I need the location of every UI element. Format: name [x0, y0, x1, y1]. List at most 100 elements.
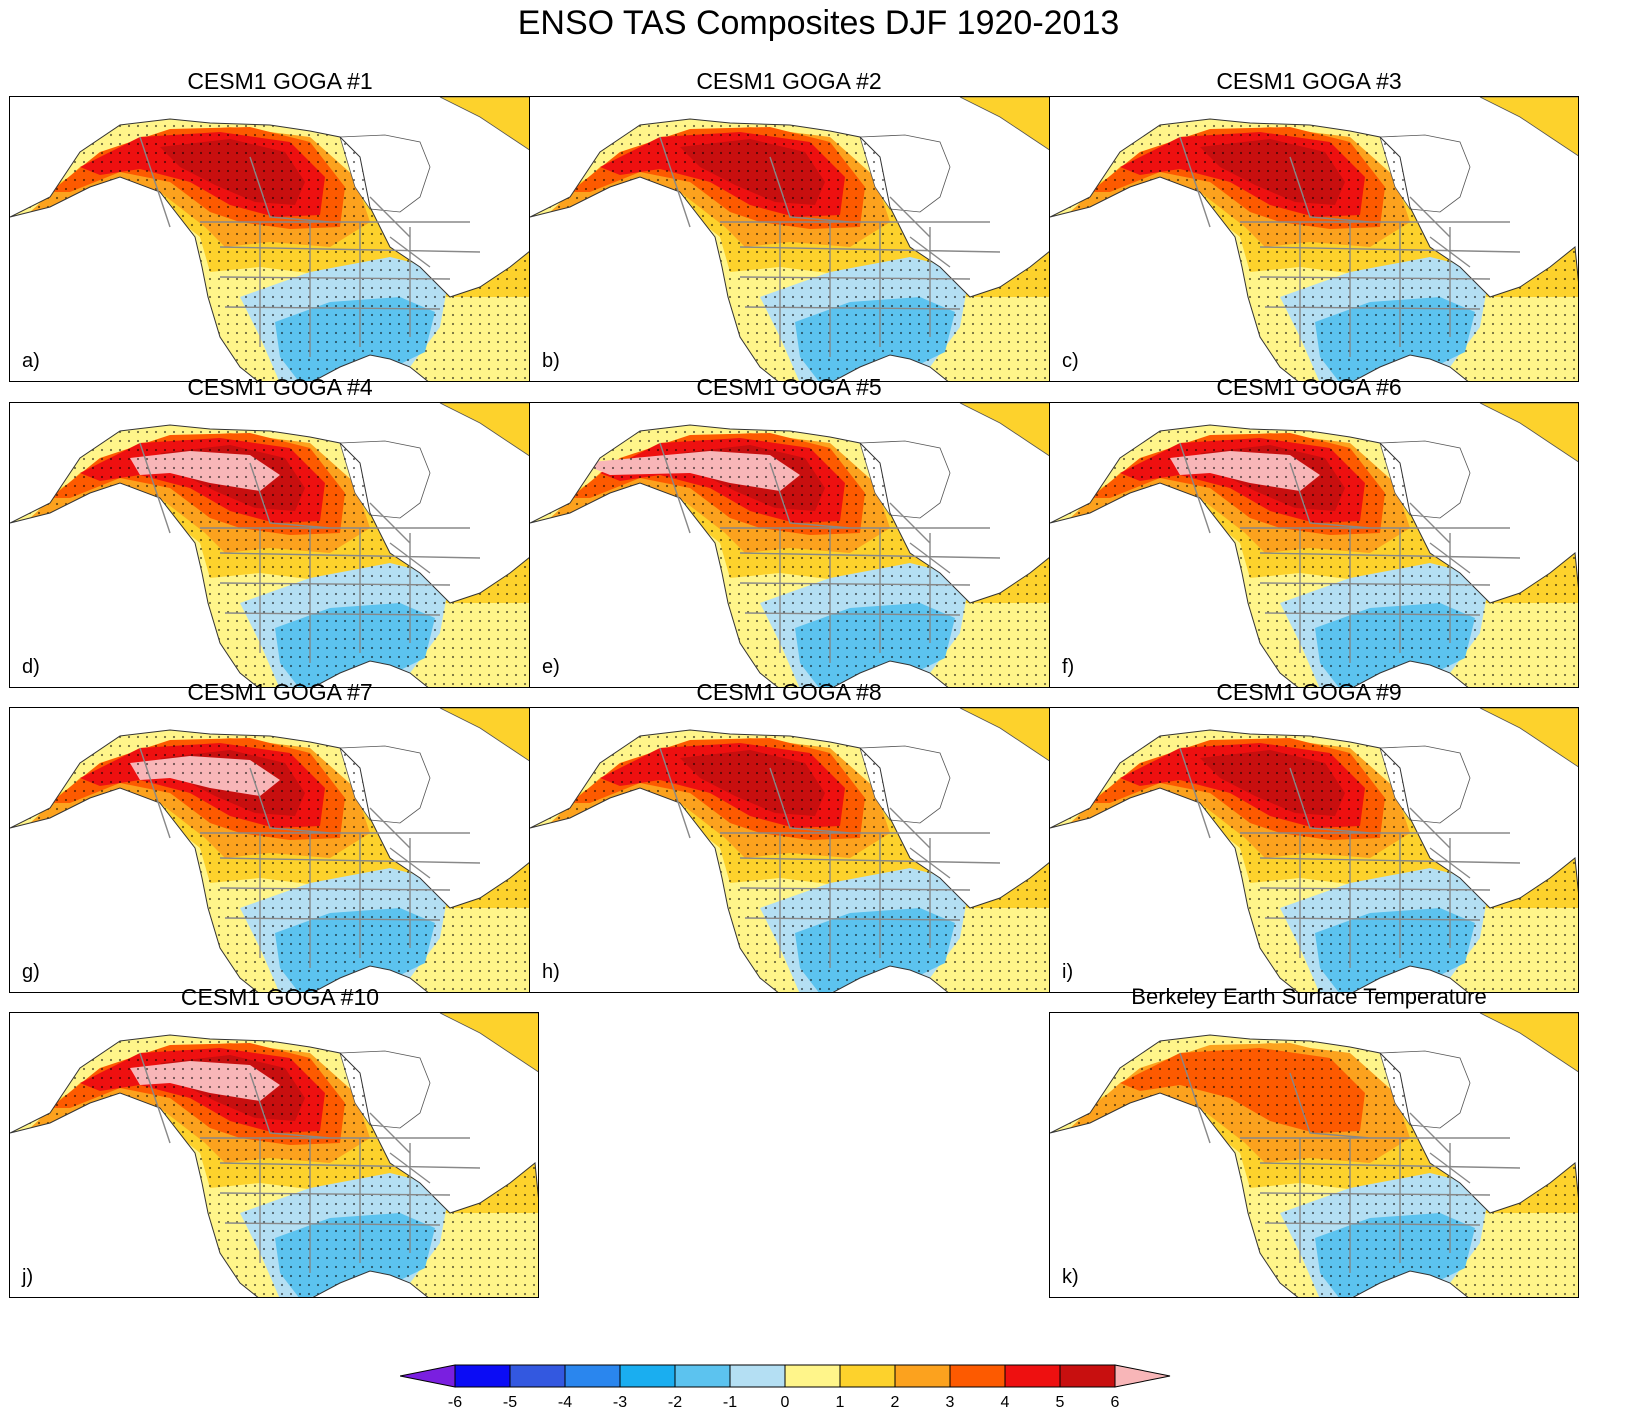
coastline	[10, 118, 538, 381]
colorbar-tick-label: 5	[1055, 1394, 1065, 1411]
greenland	[439, 403, 538, 463]
map-panel: f)	[1049, 402, 1579, 688]
coastline	[1050, 424, 1578, 687]
colorbar-tick-label: 2	[890, 1394, 900, 1411]
panel-title: CESM1 GOGA #4	[187, 374, 373, 400]
greenland	[439, 708, 538, 768]
map-svg	[1050, 97, 1578, 381]
map-panel: d)	[9, 402, 539, 688]
greenland	[1479, 97, 1578, 157]
panel-letter: g)	[22, 961, 40, 983]
coastline	[1050, 729, 1578, 992]
greenland	[1479, 1013, 1578, 1073]
panel-letter: e)	[542, 656, 560, 678]
coastline	[1050, 1034, 1578, 1297]
map-panel: k)	[1049, 1012, 1579, 1298]
political-boundaries	[1179, 1052, 1521, 1273]
map-svg	[10, 708, 538, 992]
political-boundaries	[139, 1052, 481, 1273]
panel-letter: i)	[1062, 961, 1074, 983]
colorbar-bin	[509, 1364, 566, 1388]
political-boundaries	[659, 136, 1001, 357]
colorbar-bin	[784, 1364, 841, 1388]
colorbar-bin	[674, 1364, 731, 1388]
coastline	[530, 729, 1058, 992]
map-panel: g)	[9, 707, 539, 993]
panel-letter: h)	[542, 961, 560, 983]
map-svg	[530, 708, 1058, 992]
panel-letter: k)	[1062, 1266, 1079, 1288]
coastline	[530, 118, 1058, 381]
panel-letter: d)	[22, 656, 40, 678]
colorbar-high-arrow	[1114, 1364, 1171, 1388]
political-boundaries	[1179, 442, 1521, 663]
colorbar-bin	[949, 1364, 1006, 1388]
panel-letter: a)	[22, 350, 40, 372]
political-boundaries	[139, 442, 481, 663]
colorbar-bin	[619, 1364, 676, 1388]
panel-title: Berkeley Earth Surface Temperature	[1131, 984, 1487, 1009]
map-svg	[10, 1013, 538, 1297]
map-panel: b)	[529, 96, 1059, 382]
greenland	[439, 97, 538, 157]
coastline	[1050, 118, 1578, 381]
political-boundaries	[139, 136, 481, 357]
panel-title: CESM1 GOGA #6	[1216, 374, 1402, 400]
coastline	[530, 424, 1058, 687]
colorbar-tick-label: 0	[780, 1394, 790, 1411]
panel-letter: j)	[22, 1266, 34, 1288]
map-svg	[10, 403, 538, 687]
colorbar-tick-label: 3	[945, 1394, 955, 1411]
political-boundaries	[1179, 747, 1521, 968]
coastline	[10, 1034, 538, 1297]
panel-title: CESM1 GOGA #7	[187, 679, 373, 705]
greenland	[959, 97, 1058, 157]
colorbar-tick-label: 4	[1000, 1394, 1010, 1411]
panel-title: CESM1 GOGA #2	[696, 68, 882, 94]
political-boundaries	[659, 442, 1001, 663]
colorbar-tick-label: -4	[557, 1394, 573, 1411]
colorbar-bin	[729, 1364, 786, 1388]
colorbar	[400, 1364, 1171, 1388]
colorbar-tick-label: -6	[447, 1394, 463, 1411]
map-svg	[1050, 403, 1578, 687]
political-boundaries	[659, 747, 1001, 968]
colorbar-low-arrow	[400, 1364, 456, 1388]
colorbar-bin	[894, 1364, 951, 1388]
colorbar-tick-label: -2	[667, 1394, 683, 1411]
map-svg	[1050, 1013, 1578, 1297]
map-panel: j)	[9, 1012, 539, 1298]
colorbar-tick-label: 1	[835, 1394, 845, 1411]
colorbar-tick-labels: -6 -5 -4 -3 -2 -1 0 1 2 3 4 5 6	[400, 1394, 1220, 1416]
colorbar-bin	[454, 1364, 511, 1388]
map-panel: e)	[529, 402, 1059, 688]
panel-title: CESM1 GOGA #10	[180, 984, 380, 1010]
greenland	[959, 708, 1058, 768]
map-panel: a)	[9, 96, 539, 382]
panel-title: CESM1 GOGA #1	[187, 68, 373, 94]
panel-letter: c)	[1062, 350, 1079, 372]
colorbar-tick-label: -3	[612, 1394, 628, 1411]
political-boundaries	[1179, 136, 1521, 357]
map-panel: c)	[1049, 96, 1579, 382]
panel-letter: f)	[1062, 656, 1075, 678]
panel-title: CESM1 GOGA #3	[1216, 68, 1402, 94]
coastline	[10, 424, 538, 687]
map-svg	[10, 97, 538, 381]
greenland	[439, 1013, 538, 1073]
greenland	[959, 403, 1058, 463]
colorbar-bin	[839, 1364, 896, 1388]
panel-title: CESM1 GOGA #9	[1216, 679, 1402, 705]
map-svg	[530, 97, 1058, 381]
panel-title: CESM1 GOGA #8	[696, 679, 882, 705]
political-boundaries	[139, 747, 481, 968]
panel-title: CESM1 GOGA #5	[696, 374, 882, 400]
colorbar-bin	[1004, 1364, 1061, 1388]
colorbar-bin	[1059, 1364, 1116, 1388]
map-svg	[530, 403, 1058, 687]
colorbar-tick-label: -1	[722, 1394, 738, 1411]
colorbar-tick-label: -5	[502, 1394, 518, 1411]
map-panel: i)	[1049, 707, 1579, 993]
colorbar-bin	[564, 1364, 621, 1388]
panel-letter: b)	[542, 350, 560, 372]
